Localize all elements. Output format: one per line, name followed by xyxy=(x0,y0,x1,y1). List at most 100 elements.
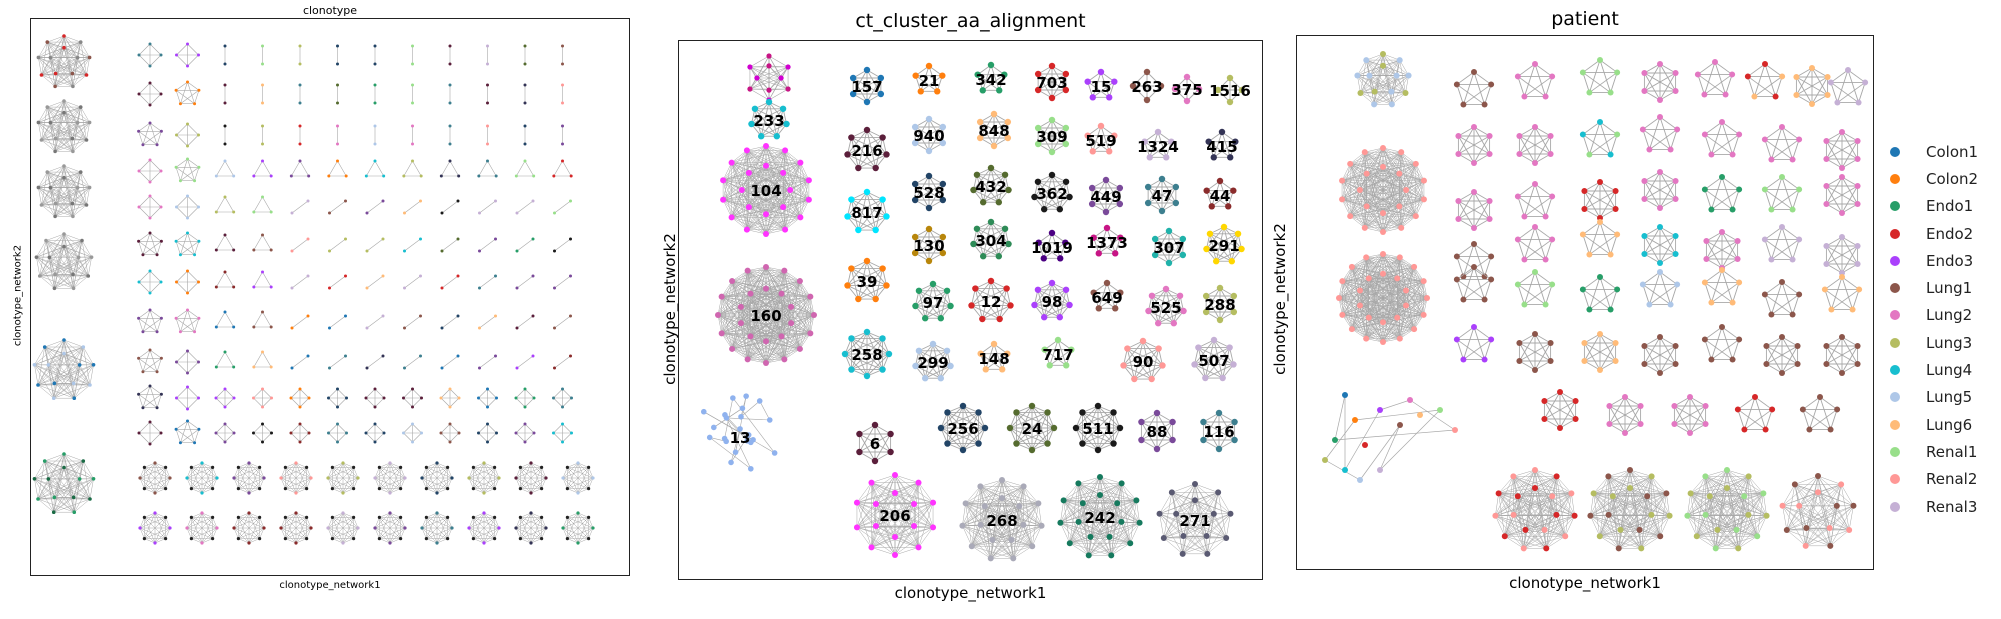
p1-ring-cluster-edge xyxy=(426,517,453,529)
p3-cluster-edge xyxy=(1357,75,1375,105)
p2-cluster-edge xyxy=(856,527,919,548)
p2-cluster-edge xyxy=(920,65,930,92)
p2-cluster-edge xyxy=(765,359,785,364)
p1-ring-cluster-edge xyxy=(139,477,156,494)
p1-small-cluster-edge xyxy=(449,432,460,443)
p1-small-cluster-edge xyxy=(156,394,162,408)
p1-edge xyxy=(441,200,459,214)
p2-cluster-edge xyxy=(914,236,930,262)
p1-edge xyxy=(554,200,571,214)
p2-cluster-node xyxy=(1220,223,1228,231)
p2-cluster-edge xyxy=(749,55,770,68)
p1-small-cluster-edge xyxy=(187,54,199,67)
p2-cluster-node xyxy=(1158,175,1166,183)
p2-cluster-edge xyxy=(866,191,877,231)
p3-cluster-edge xyxy=(1350,163,1384,168)
p2-cluster-edge xyxy=(924,305,951,319)
p2-cluster-edge xyxy=(976,228,984,257)
p2-cluster-edge xyxy=(1157,288,1167,324)
p1-small-cluster-edge xyxy=(187,232,195,255)
p1-small-cluster-edge xyxy=(515,397,526,408)
p2-cluster-edge xyxy=(875,503,915,527)
p2-cluster-label: 511 xyxy=(1082,420,1113,438)
p2-cluster-edge xyxy=(740,306,782,337)
p2-cluster-node xyxy=(1089,94,1096,101)
p1-node xyxy=(344,314,347,318)
p1-ring-cluster-edge xyxy=(379,467,391,494)
p1-small-cluster-node xyxy=(137,431,141,435)
p1-small-cluster-node xyxy=(175,133,178,137)
p3-cluster-edge xyxy=(1364,151,1416,165)
p1-small-cluster-edge xyxy=(290,432,301,443)
p1-ring-cluster-node xyxy=(540,487,544,491)
p2-cluster-node xyxy=(1168,489,1175,496)
p1-big-cluster-edge xyxy=(72,204,87,217)
p2-cluster-edge xyxy=(1215,233,1239,262)
p1-small-cluster-node xyxy=(269,325,273,329)
p1-ring-cluster-edge xyxy=(567,517,589,539)
p2-cluster-node xyxy=(987,218,995,226)
p1-small-cluster-node xyxy=(261,101,264,105)
p1-small-cluster-edge xyxy=(138,170,151,183)
p2-cluster-edge xyxy=(982,221,992,257)
p1-small-cluster-edge xyxy=(478,423,488,434)
p1-big-cluster-edge xyxy=(54,257,79,275)
p1-big-cluster-edge xyxy=(63,233,79,258)
p1-small-cluster-node xyxy=(411,142,414,146)
p1-big-cluster-node xyxy=(78,105,83,109)
p1-small-cluster-node xyxy=(336,159,339,163)
p2-node xyxy=(743,393,749,399)
p1-small-cluster-edge xyxy=(187,309,195,332)
p3-cluster-edge xyxy=(1374,92,1406,105)
p3-cluster-edge xyxy=(1369,75,1375,105)
p1-big-cluster-node xyxy=(44,238,48,243)
p2-cluster-edge xyxy=(717,314,811,334)
p1-ring-cluster-node xyxy=(326,476,330,480)
p3-cluster-edge xyxy=(1359,152,1366,191)
p2-cluster-edge xyxy=(990,539,1012,559)
p1-small-cluster-edge xyxy=(374,432,385,443)
p2-cluster-edge xyxy=(915,75,938,92)
p2-cluster-edge xyxy=(754,108,778,137)
p2-cluster-node xyxy=(1108,552,1115,559)
p1-big-cluster-edge xyxy=(37,453,65,500)
p3-cluster-edge xyxy=(1399,60,1406,94)
p1-small-cluster-edge xyxy=(515,423,526,434)
p1-ring-cluster-edge xyxy=(588,477,594,489)
p2-cluster-edge xyxy=(847,260,868,286)
p1-big-cluster-node xyxy=(80,238,84,243)
p2-cluster-edge xyxy=(982,167,992,203)
p2-cluster-edge xyxy=(894,492,934,503)
p1-ring-cluster-edge xyxy=(379,517,401,539)
p2-cluster-edge xyxy=(781,293,811,297)
p2-cluster-edge xyxy=(918,350,926,379)
p1-small-cluster-node xyxy=(232,210,236,214)
p3-cluster-node xyxy=(1420,177,1427,184)
p1-small-cluster-node xyxy=(137,53,141,57)
p2-cluster-edge xyxy=(782,189,791,208)
p1-node xyxy=(515,366,519,370)
p2-cluster-edge xyxy=(747,266,767,271)
p1-small-cluster-node xyxy=(298,422,302,426)
p2-cluster-edge xyxy=(1099,494,1140,523)
p1-big-cluster-edge xyxy=(53,353,65,399)
p1-big-cluster-edge xyxy=(41,112,65,141)
p1-small-cluster-node xyxy=(411,124,414,128)
p2-cluster-edge xyxy=(866,191,887,217)
p1-ring-cluster-edge xyxy=(426,517,438,544)
p1-small-cluster-edge xyxy=(487,388,497,399)
p2-cluster-edge xyxy=(799,296,811,349)
p2-cluster-edge xyxy=(976,228,1000,257)
p3-cluster-edge xyxy=(1382,147,1425,181)
p1-small-cluster-edge xyxy=(149,122,162,132)
p2-cluster-edge xyxy=(1148,310,1175,324)
p2-cluster-node xyxy=(747,290,754,297)
p2-cluster-edge xyxy=(1016,412,1048,444)
p2-cluster-node xyxy=(1154,320,1162,327)
p1-ring-cluster-edge xyxy=(285,517,307,539)
p1-big-cluster-edge xyxy=(63,177,90,188)
p1-small-cluster-edge xyxy=(156,358,162,372)
p1-ring-cluster-edge xyxy=(515,467,521,479)
p2-cluster-node xyxy=(1180,533,1187,540)
p3-cluster-edge xyxy=(1359,147,1384,191)
